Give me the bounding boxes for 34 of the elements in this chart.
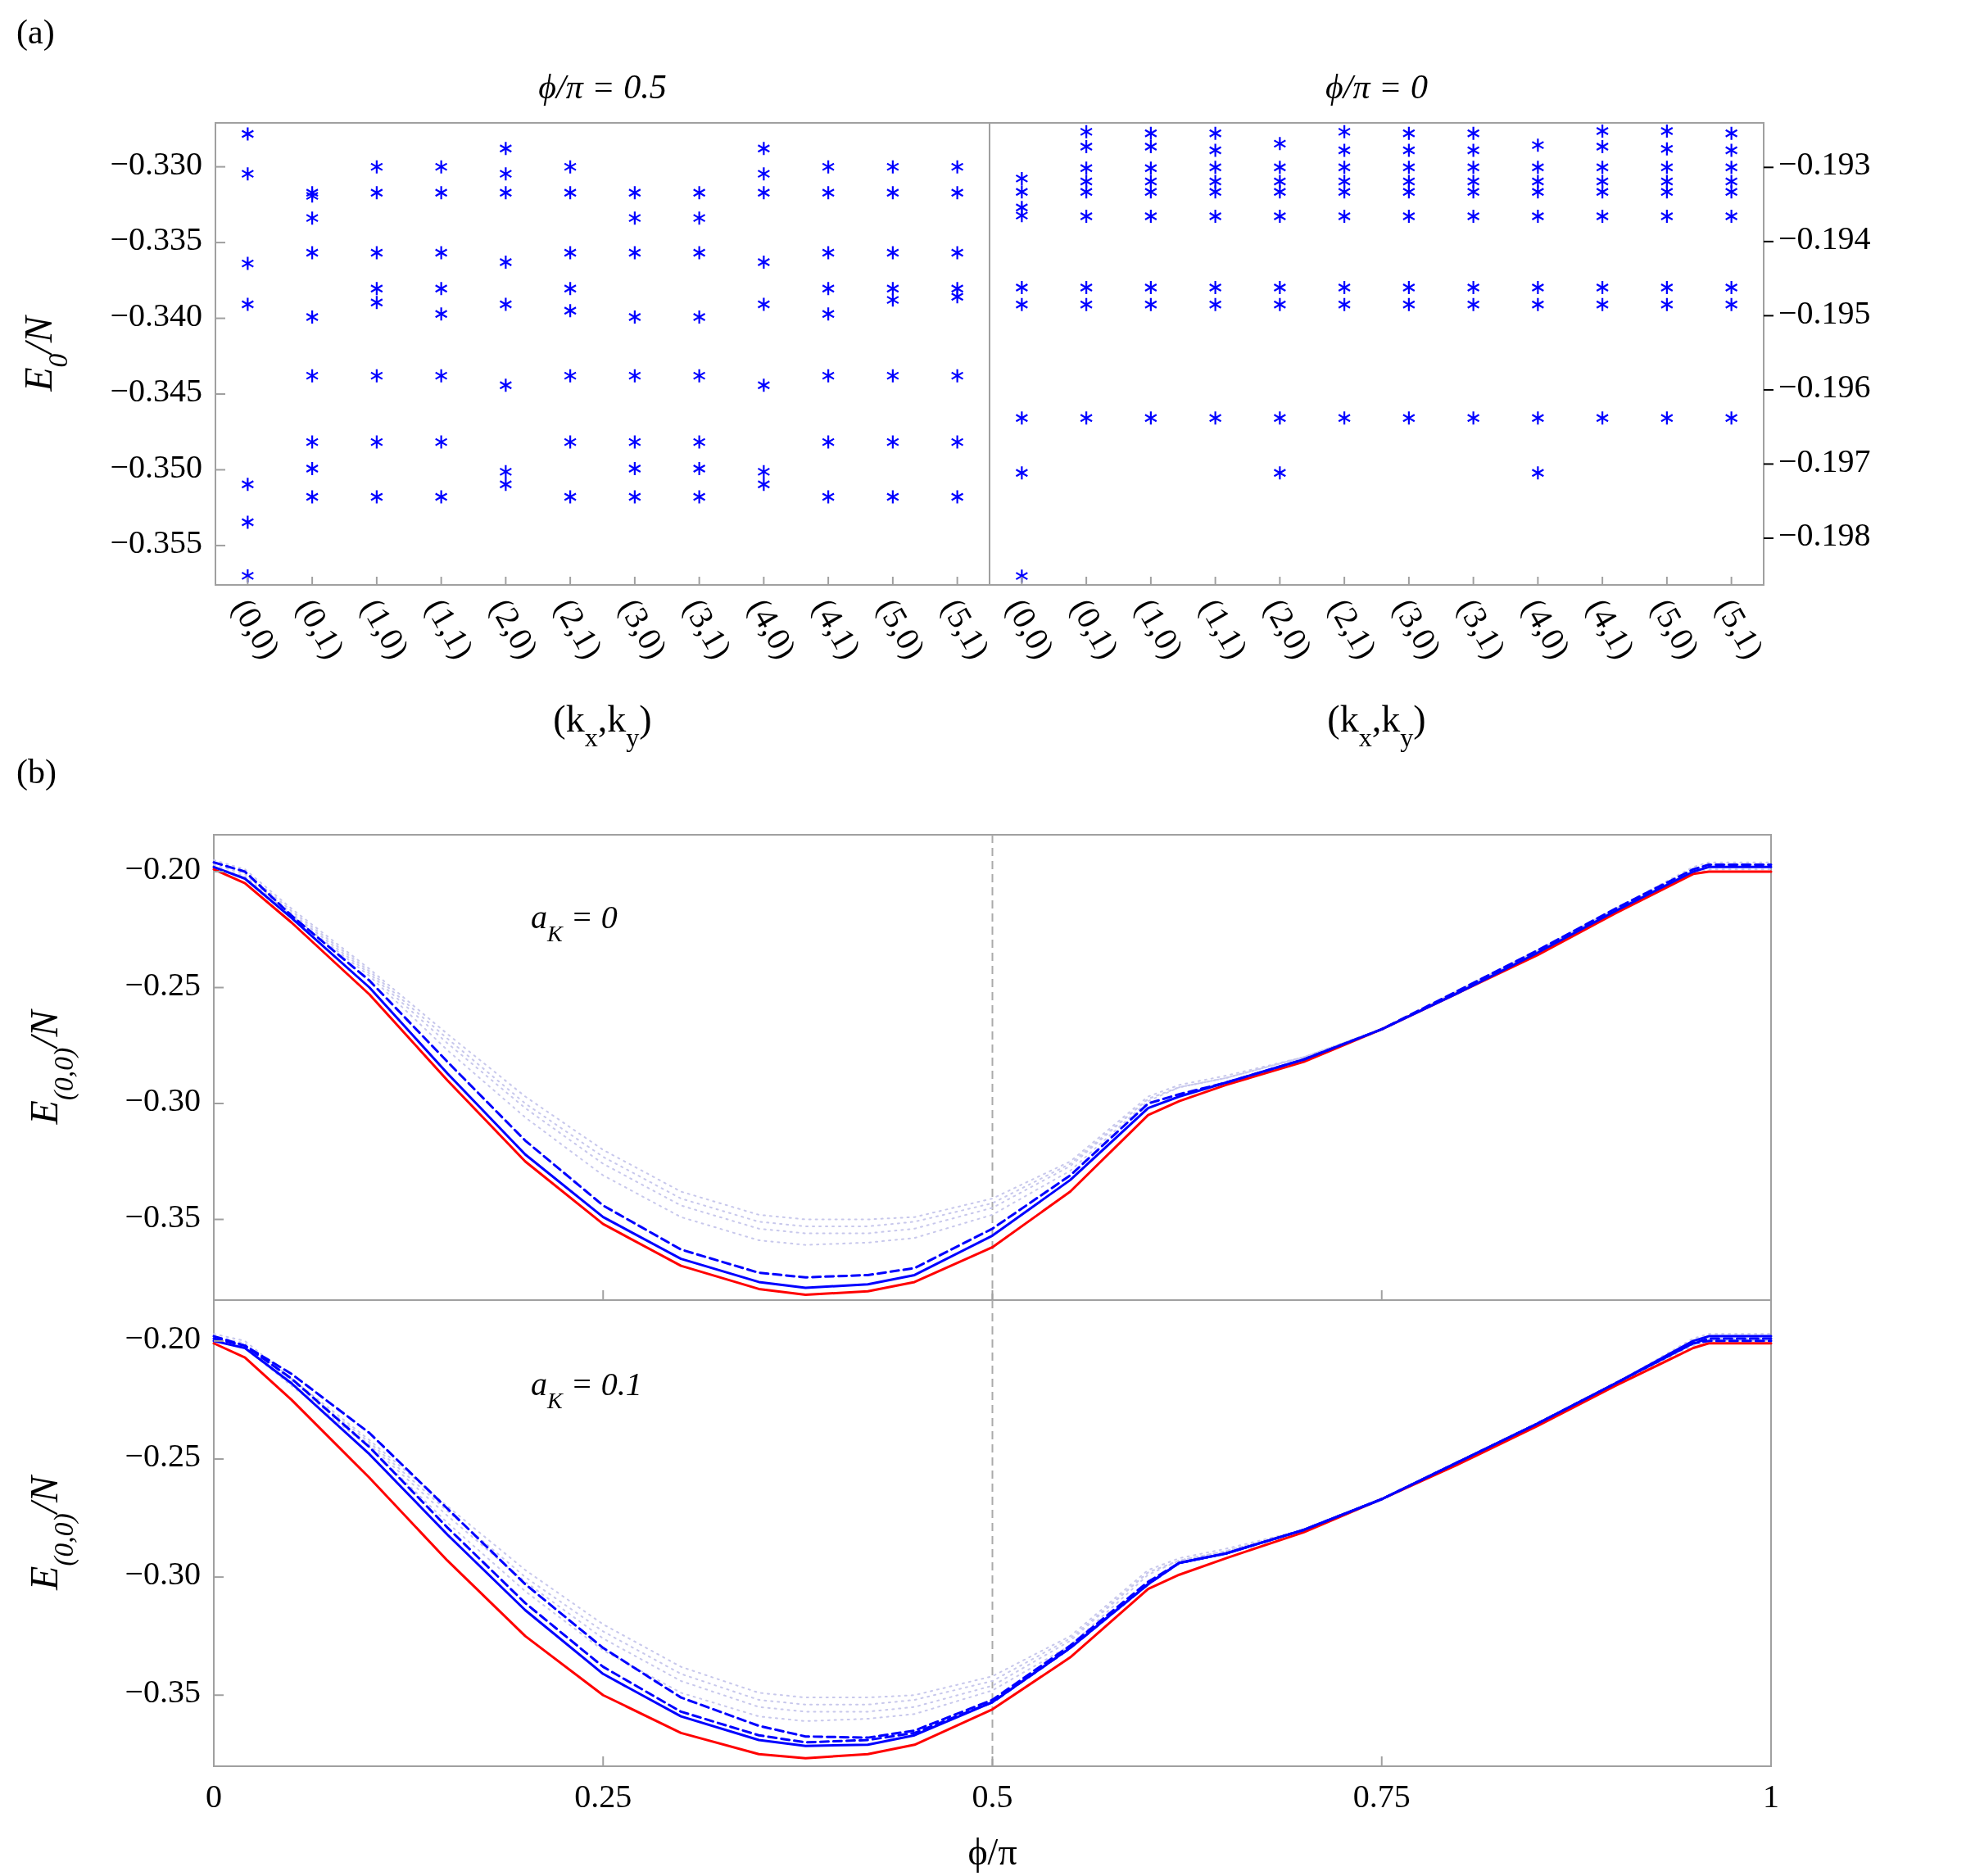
y-tick-label: −0.340 [110,296,202,333]
y2-tick-label: −0.198 [1778,516,1871,554]
y2-tick-label: −0.194 [1778,220,1871,257]
chart-title: ϕ/π = 0.5 [538,68,667,106]
x-tick-label: 0.25 [574,1778,632,1815]
y-tick-label: −0.35 [125,1197,201,1235]
x-tick-label: 1 [1763,1778,1779,1815]
text: (a) [16,13,55,52]
y-tick-label: −0.345 [110,372,202,410]
y-tick-label: −0.355 [110,523,202,561]
y-tick-label: −0.330 [110,144,202,182]
chart-title: ϕ/π = 0 [1325,68,1428,106]
y-tick-label: −0.25 [125,965,201,1003]
x-axis-title: (k$_{x}$,k$_{y}$) [1327,698,1426,752]
y-tick-label: −0.20 [125,1319,201,1357]
annotation: a$_{K}$ = 0.1 [531,1366,642,1413]
y-tick-label: −0.25 [125,1437,201,1475]
y2-tick-label: −0.196 [1778,368,1871,406]
y2-tick-label: −0.195 [1778,293,1871,331]
text: (b) [16,753,57,791]
y2-tick-label: −0.193 [1778,145,1871,183]
x-tick-label: 0.75 [1352,1778,1411,1815]
y-tick-label: −0.335 [110,220,202,258]
x-axis-title: ϕ/π [967,1831,1017,1873]
y-tick-label: −0.20 [125,850,201,887]
y-tick-label: −0.35 [125,1673,201,1711]
y-tick-label: −0.30 [125,1081,201,1119]
annotation: a$_{K}$ = 0 [531,899,618,946]
x-tick-label: 0 [206,1778,222,1815]
y2-tick-label: −0.197 [1778,442,1871,479]
x-tick-label: 0.5 [972,1778,1013,1815]
y-tick-label: −0.30 [125,1555,201,1593]
x-axis-title: (k$_{x}$,k$_{y}$) [553,698,652,752]
y-tick-label: −0.350 [110,447,202,485]
